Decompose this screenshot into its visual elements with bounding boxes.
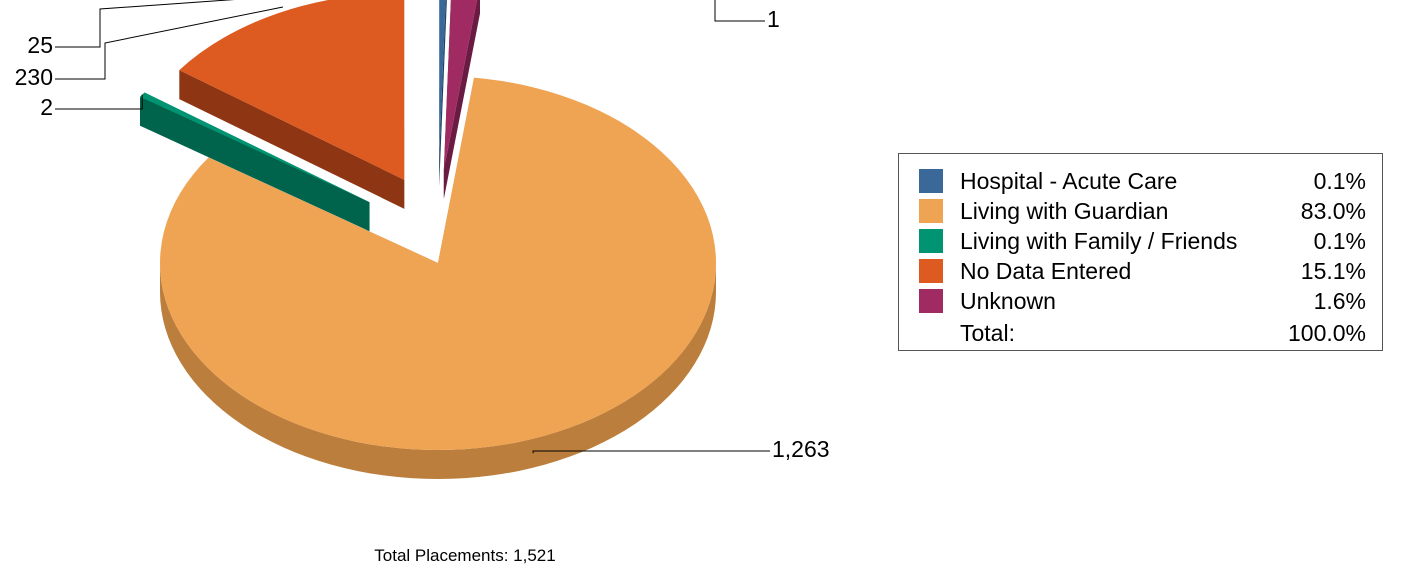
legend-item-living-with-guardian: Living with Guardian 83.0%	[919, 196, 1366, 226]
pie-side-wall-living-with-family-friends	[144, 92, 370, 232]
legend-label: No Data Entered	[960, 258, 1132, 284]
leader-line-living-with-family-friends	[55, 94, 143, 110]
value-label-unknown: 25	[27, 32, 53, 58]
pie-side-wall-unknown	[443, 0, 480, 199]
chart-footer: Total Placements: 1,521	[374, 546, 556, 565]
pie-slice-living-with-family-friends	[140, 92, 370, 203]
pie-slice-hospital-acute-care	[439, 0, 446, 158]
pie-slice-no-data-entered	[179, 0, 405, 180]
legend-label: Living with Family / Friends	[960, 228, 1238, 254]
leader-line-no-data-entered	[55, 6, 284, 80]
chart-legend: Hospital - Acute Care 0.1% Living with G…	[898, 153, 1383, 351]
pie-slice-unknown	[443, 0, 477, 170]
value-label-living-with-family-friends: 2	[40, 94, 53, 120]
pie-slice-living-with-guardian	[160, 77, 717, 451]
pie-side-wall-no-data-entered	[179, 70, 405, 209]
pie-rim-living-with-guardian	[160, 263, 716, 479]
legend-label: Living with Guardian	[960, 198, 1169, 224]
legend-swatch	[919, 199, 943, 223]
legend-swatch	[919, 169, 943, 193]
value-label-living-with-guardian: 1,263	[772, 436, 830, 462]
leader-line-unknown	[55, 0, 235, 48]
legend-item-unknown: Unknown 1.6%	[919, 286, 1366, 316]
legend-percent: 0.1%	[1313, 168, 1366, 194]
value-labels: 1 25 230 2 1,263	[15, 0, 830, 462]
legend-percent: 15.1%	[1300, 258, 1366, 284]
legend-percent: 0.1%	[1313, 228, 1366, 254]
legend-label: Unknown	[960, 288, 1056, 314]
legend-total-percent: 100.0%	[1287, 320, 1366, 346]
legend-percent: 1.6%	[1313, 288, 1366, 314]
legend-item-no-data-entered: No Data Entered 15.1%	[919, 256, 1366, 286]
leader-line-hospital-acute-care	[714, 0, 765, 22]
legend-item-hospital-acute-care: Hospital - Acute Care 0.1%	[919, 166, 1366, 196]
pie-slices	[140, 0, 717, 451]
value-label-no-data-entered: 230	[15, 64, 53, 90]
legend-item-living-with-family-friends: Living with Family / Friends 0.1%	[919, 226, 1366, 256]
pie-chart: 1 25 230 2 1,263	[15, 0, 830, 479]
legend-swatch	[919, 229, 943, 253]
legend-total-label: Total:	[960, 320, 1015, 346]
legend-total-row: Total: 100.0%	[919, 318, 1366, 348]
leader-line-living-with-guardian	[532, 450, 770, 454]
value-label-hospital-acute-care: 1	[767, 6, 780, 32]
legend-percent: 83.0%	[1300, 198, 1366, 224]
legend-label: Hospital - Acute Care	[960, 168, 1178, 194]
legend-swatch	[919, 289, 943, 313]
legend-swatch	[919, 259, 943, 283]
